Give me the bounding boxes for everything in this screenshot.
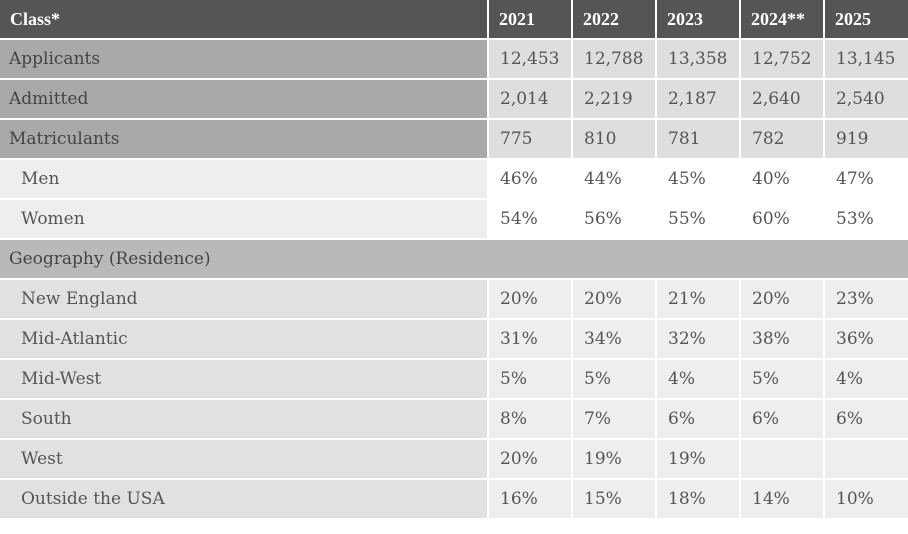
cell-value: 23% (825, 280, 908, 320)
cell-value: 55% (657, 200, 741, 240)
cell-value: 34% (573, 320, 657, 360)
cell-value: 10% (825, 480, 908, 520)
cell-value: 47% (825, 160, 908, 200)
cell-value: 12,453 (489, 40, 573, 80)
cell-value: 15% (573, 480, 657, 520)
cell-value: 16% (489, 480, 573, 520)
cell-value: 7% (573, 400, 657, 440)
cell-value: 46% (489, 160, 573, 200)
cell-value: 53% (825, 200, 908, 240)
cell-value: 6% (657, 400, 741, 440)
row-mid-west: Mid-West 5% 5% 4% 5% 4% (0, 360, 908, 400)
year-header-2025: 2025 (825, 0, 908, 40)
cell-value: 36% (825, 320, 908, 360)
cell-value: 40% (741, 160, 825, 200)
cell-value: 6% (741, 400, 825, 440)
cell-value: 5% (573, 360, 657, 400)
row-label: Men (0, 160, 489, 200)
cell-value: 775 (489, 120, 573, 160)
row-outside-usa: Outside the USA 16% 15% 18% 14% 10% (0, 480, 908, 520)
cell-value: 12,752 (741, 40, 825, 80)
cell-value: 8% (489, 400, 573, 440)
cell-value: 54% (489, 200, 573, 240)
row-admitted: Admitted 2,014 2,219 2,187 2,640 2,540 (0, 80, 908, 120)
cell-value: 19% (657, 440, 741, 480)
year-header-2021: 2021 (489, 0, 573, 40)
cell-value: 21% (657, 280, 741, 320)
cell-value: 45% (657, 160, 741, 200)
row-label: Matriculants (0, 120, 489, 160)
cell-value (741, 440, 825, 480)
cell-value: 56% (573, 200, 657, 240)
cell-value: 20% (741, 280, 825, 320)
row-geography-section: Geography (Residence) (0, 240, 908, 280)
cell-value: 60% (741, 200, 825, 240)
row-matriculants: Matriculants 775 810 781 782 919 (0, 120, 908, 160)
cell-value: 44% (573, 160, 657, 200)
admissions-table: Class* 2021 2022 2023 2024** 2025 Applic… (0, 0, 908, 520)
cell-value: 782 (741, 120, 825, 160)
header-row: Class* 2021 2022 2023 2024** 2025 (0, 0, 908, 40)
cell-value: 4% (825, 360, 908, 400)
year-header-2024: 2024** (741, 0, 825, 40)
cell-value (825, 440, 908, 480)
cell-value: 20% (489, 280, 573, 320)
row-women: Women 54% 56% 55% 60% 53% (0, 200, 908, 240)
cell-value: 31% (489, 320, 573, 360)
cell-value: 6% (825, 400, 908, 440)
cell-value: 13,145 (825, 40, 908, 80)
cell-value: 20% (573, 280, 657, 320)
class-header: Class* (0, 0, 489, 40)
cell-value: 19% (573, 440, 657, 480)
year-header-2022: 2022 (573, 0, 657, 40)
row-label: Admitted (0, 80, 489, 120)
row-west: West 20% 19% 19% (0, 440, 908, 480)
cell-value: 18% (657, 480, 741, 520)
cell-value: 2,014 (489, 80, 573, 120)
row-label: South (0, 400, 489, 440)
row-label: Mid-Atlantic (0, 320, 489, 360)
row-new-england: New England 20% 20% 21% 20% 23% (0, 280, 908, 320)
cell-value: 781 (657, 120, 741, 160)
row-mid-atlantic: Mid-Atlantic 31% 34% 32% 38% 36% (0, 320, 908, 360)
cell-value: 2,640 (741, 80, 825, 120)
year-header-2023: 2023 (657, 0, 741, 40)
section-heading: Geography (Residence) (0, 240, 908, 280)
cell-value: 13,358 (657, 40, 741, 80)
cell-value: 2,187 (657, 80, 741, 120)
row-label: Applicants (0, 40, 489, 80)
cell-value: 14% (741, 480, 825, 520)
row-south: South 8% 7% 6% 6% 6% (0, 400, 908, 440)
cell-value: 38% (741, 320, 825, 360)
cell-value: 5% (489, 360, 573, 400)
row-label: New England (0, 280, 489, 320)
row-label: Outside the USA (0, 480, 489, 520)
cell-value: 2,219 (573, 80, 657, 120)
cell-value: 12,788 (573, 40, 657, 80)
cell-value: 4% (657, 360, 741, 400)
cell-value: 919 (825, 120, 908, 160)
cell-value: 2,540 (825, 80, 908, 120)
row-men: Men 46% 44% 45% 40% 47% (0, 160, 908, 200)
cell-value: 32% (657, 320, 741, 360)
row-label: West (0, 440, 489, 480)
row-applicants: Applicants 12,453 12,788 13,358 12,752 1… (0, 40, 908, 80)
cell-value: 20% (489, 440, 573, 480)
row-label: Mid-West (0, 360, 489, 400)
cell-value: 810 (573, 120, 657, 160)
row-label: Women (0, 200, 489, 240)
cell-value: 5% (741, 360, 825, 400)
